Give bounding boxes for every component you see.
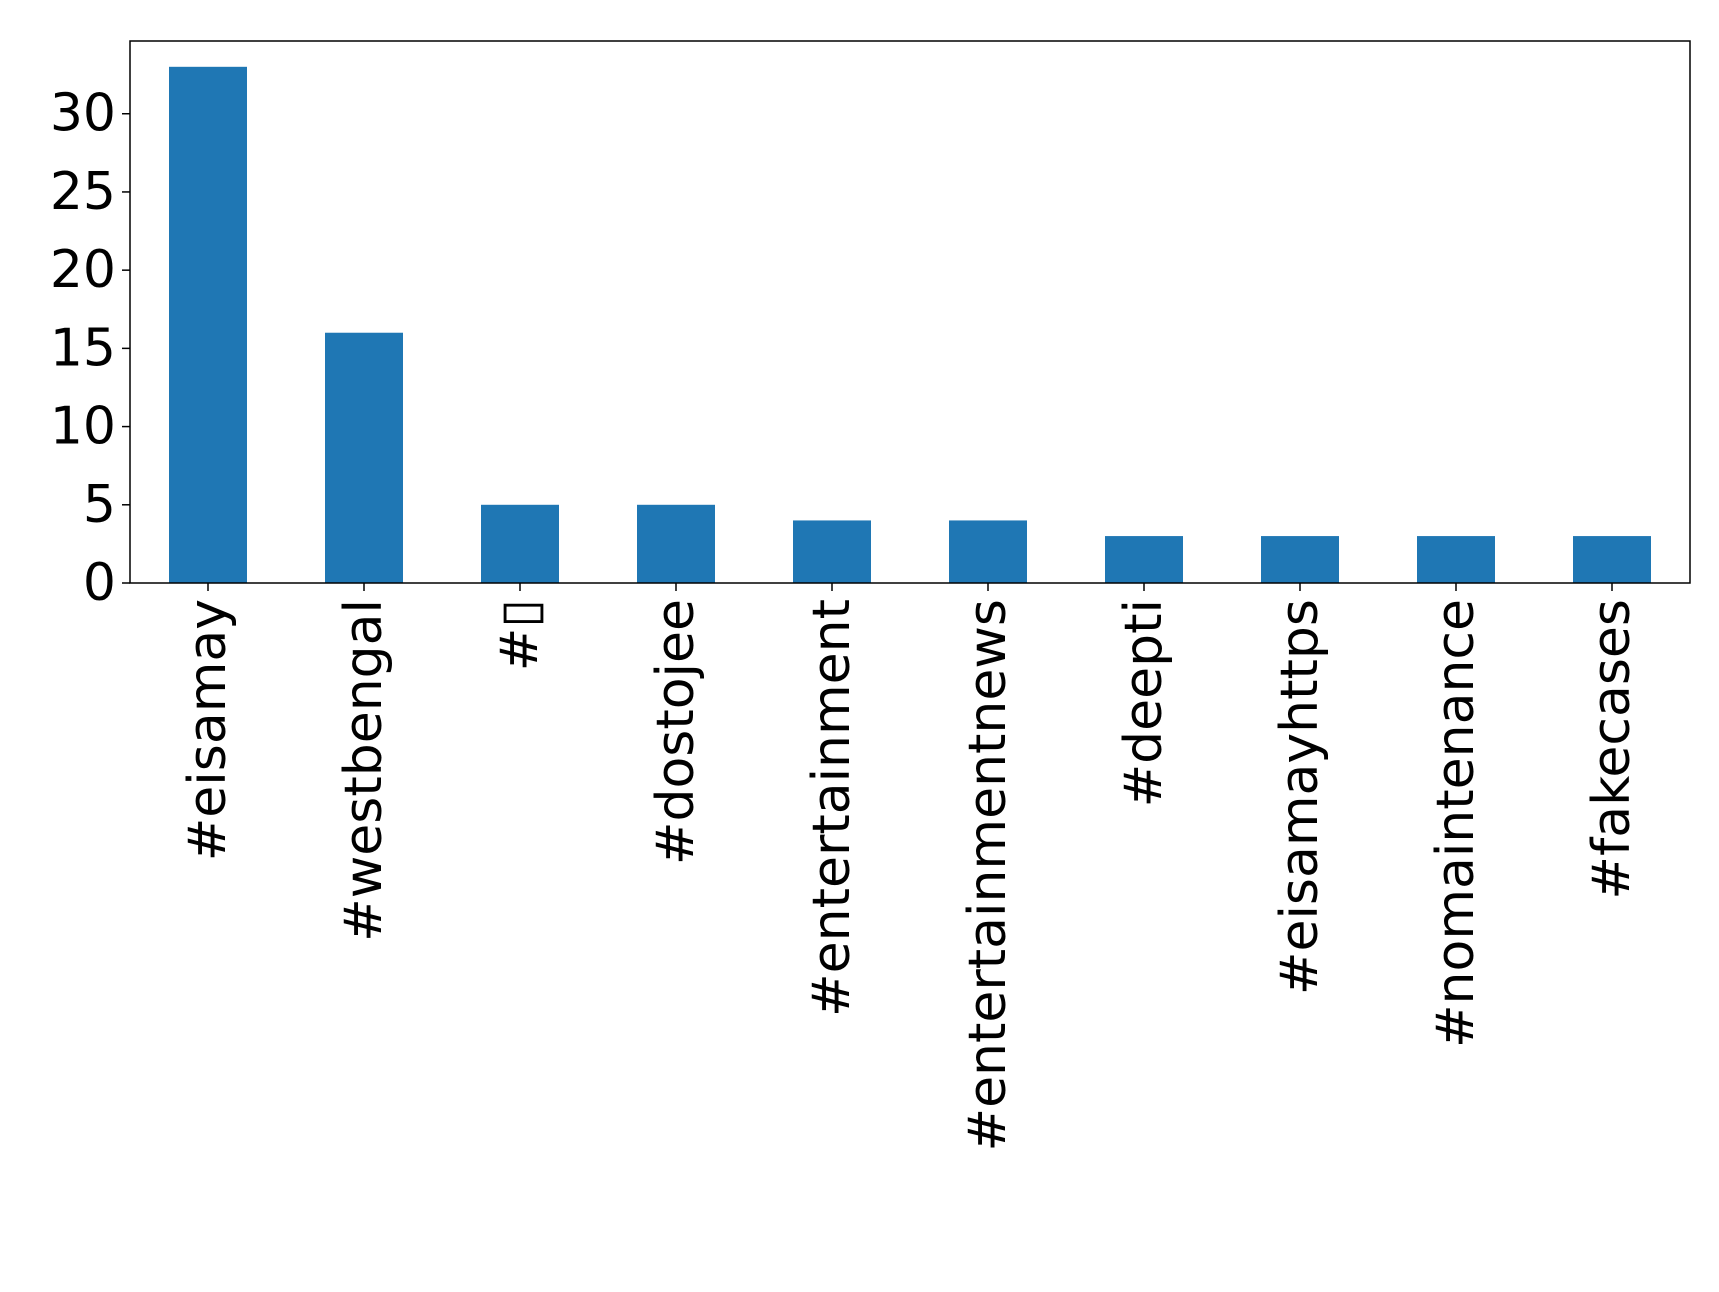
y-tick-label: 30 xyxy=(50,84,116,144)
bar-3 xyxy=(637,504,715,583)
bar-1 xyxy=(325,332,403,583)
x-axis: #eisamay #westbengal #▯ #dostojee #entertain… xyxy=(178,583,1642,1152)
y-tick-label: 10 xyxy=(50,397,116,457)
y-tick-label: 20 xyxy=(50,240,116,300)
plot-frame xyxy=(129,40,1691,584)
y-tick-label: 25 xyxy=(50,162,116,222)
x-tick-label: #fakecases xyxy=(1582,599,1642,900)
x-tick-label: #▯ xyxy=(490,599,550,671)
x-tick-label: #entertainmentnews xyxy=(958,599,1018,1152)
bar-7 xyxy=(1261,536,1339,583)
y-tick-label: 0 xyxy=(83,553,116,613)
bar-0 xyxy=(169,66,247,584)
x-tick-label: #eisamay xyxy=(178,599,238,861)
x-tick-label: #westbengal xyxy=(334,599,394,942)
x-tick-label: #nomaintenance xyxy=(1426,599,1486,1048)
bar-6 xyxy=(1105,536,1183,583)
x-tick-label: #deepti xyxy=(1114,599,1174,807)
y-tick-label: 15 xyxy=(50,318,116,378)
y-axis: 0 5 10 15 20 25 30 xyxy=(50,84,130,613)
bar-4 xyxy=(793,520,871,583)
x-tick-label: #dostojee xyxy=(646,599,706,865)
y-tick-label: 5 xyxy=(83,475,116,535)
x-tick-label: #eisamayhttps xyxy=(1270,599,1330,995)
x-tick-label: #entertainment xyxy=(802,599,862,1017)
bar-8 xyxy=(1417,536,1495,583)
bar-9 xyxy=(1573,536,1651,583)
bar-5 xyxy=(949,520,1027,583)
bars-group xyxy=(169,66,1651,584)
bar-2 xyxy=(481,504,559,583)
